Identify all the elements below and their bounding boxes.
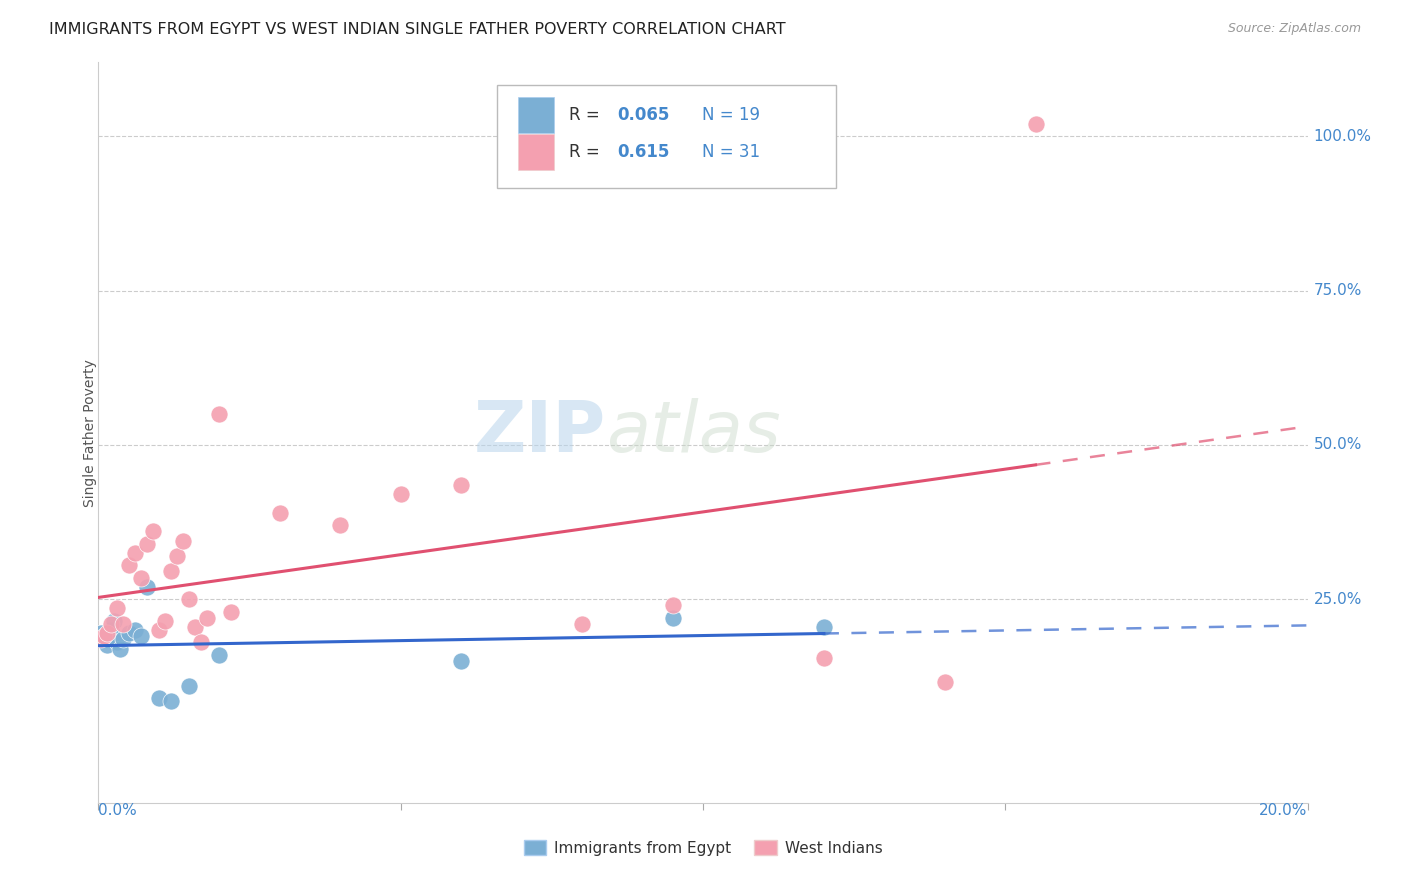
Point bbox=[208, 648, 231, 662]
Text: IMMIGRANTS FROM EGYPT VS WEST INDIAN SINGLE FATHER POVERTY CORRELATION CHART: IMMIGRANTS FROM EGYPT VS WEST INDIAN SIN… bbox=[49, 22, 786, 37]
Point bbox=[450, 478, 472, 492]
Text: 100.0%: 100.0% bbox=[1313, 129, 1372, 144]
Point bbox=[269, 506, 291, 520]
Point bbox=[148, 690, 170, 705]
Point bbox=[329, 518, 352, 533]
Point bbox=[934, 675, 956, 690]
Point bbox=[571, 616, 593, 631]
Point bbox=[103, 614, 125, 628]
Point bbox=[93, 629, 115, 643]
Point bbox=[135, 580, 157, 594]
Point bbox=[118, 558, 141, 573]
Point bbox=[450, 654, 472, 668]
Point bbox=[142, 524, 165, 539]
Point bbox=[124, 623, 146, 637]
Text: 0.615: 0.615 bbox=[617, 143, 669, 161]
Point bbox=[111, 632, 134, 647]
Point bbox=[813, 620, 835, 634]
Point bbox=[129, 571, 152, 585]
Point bbox=[160, 565, 183, 579]
Point bbox=[172, 533, 194, 548]
Text: R =: R = bbox=[569, 143, 605, 161]
Text: 20.0%: 20.0% bbox=[1260, 803, 1308, 818]
Point bbox=[90, 626, 112, 640]
Point bbox=[813, 650, 835, 665]
Point bbox=[208, 407, 231, 421]
Text: N = 31: N = 31 bbox=[702, 143, 759, 161]
Bar bbox=[517, 97, 554, 133]
Point bbox=[100, 623, 122, 637]
Point bbox=[190, 635, 212, 649]
Point bbox=[135, 536, 157, 550]
Text: 25.0%: 25.0% bbox=[1313, 591, 1362, 607]
Point bbox=[90, 632, 112, 647]
Point bbox=[111, 616, 134, 631]
Point bbox=[221, 605, 243, 619]
Point bbox=[118, 626, 141, 640]
Point bbox=[148, 623, 170, 637]
Point bbox=[661, 599, 683, 613]
Point bbox=[105, 601, 128, 615]
Point bbox=[166, 549, 188, 563]
Point bbox=[1024, 117, 1046, 131]
Point bbox=[661, 611, 683, 625]
Point bbox=[105, 635, 128, 649]
Point bbox=[124, 546, 146, 560]
Text: R =: R = bbox=[569, 106, 605, 124]
Point bbox=[153, 614, 176, 628]
Point bbox=[179, 679, 201, 693]
Text: 50.0%: 50.0% bbox=[1313, 437, 1362, 452]
Point bbox=[179, 592, 201, 607]
Y-axis label: Single Father Poverty: Single Father Poverty bbox=[83, 359, 97, 507]
Text: Source: ZipAtlas.com: Source: ZipAtlas.com bbox=[1227, 22, 1361, 36]
Point bbox=[184, 620, 207, 634]
Point bbox=[195, 611, 218, 625]
Text: atlas: atlas bbox=[606, 398, 780, 467]
Text: 75.0%: 75.0% bbox=[1313, 284, 1362, 298]
Text: 0.065: 0.065 bbox=[617, 106, 669, 124]
Point bbox=[129, 629, 152, 643]
Point bbox=[100, 616, 122, 631]
Point bbox=[93, 632, 115, 647]
Point bbox=[160, 694, 183, 708]
Point bbox=[96, 626, 118, 640]
FancyBboxPatch shape bbox=[498, 85, 837, 188]
Text: N = 19: N = 19 bbox=[702, 106, 759, 124]
Point bbox=[108, 641, 131, 656]
Bar bbox=[517, 135, 554, 169]
Point bbox=[389, 487, 412, 501]
Text: 0.0%: 0.0% bbox=[98, 803, 138, 818]
Text: ZIP: ZIP bbox=[474, 398, 606, 467]
Legend: Immigrants from Egypt, West Indians: Immigrants from Egypt, West Indians bbox=[517, 834, 889, 862]
Point bbox=[96, 639, 118, 653]
